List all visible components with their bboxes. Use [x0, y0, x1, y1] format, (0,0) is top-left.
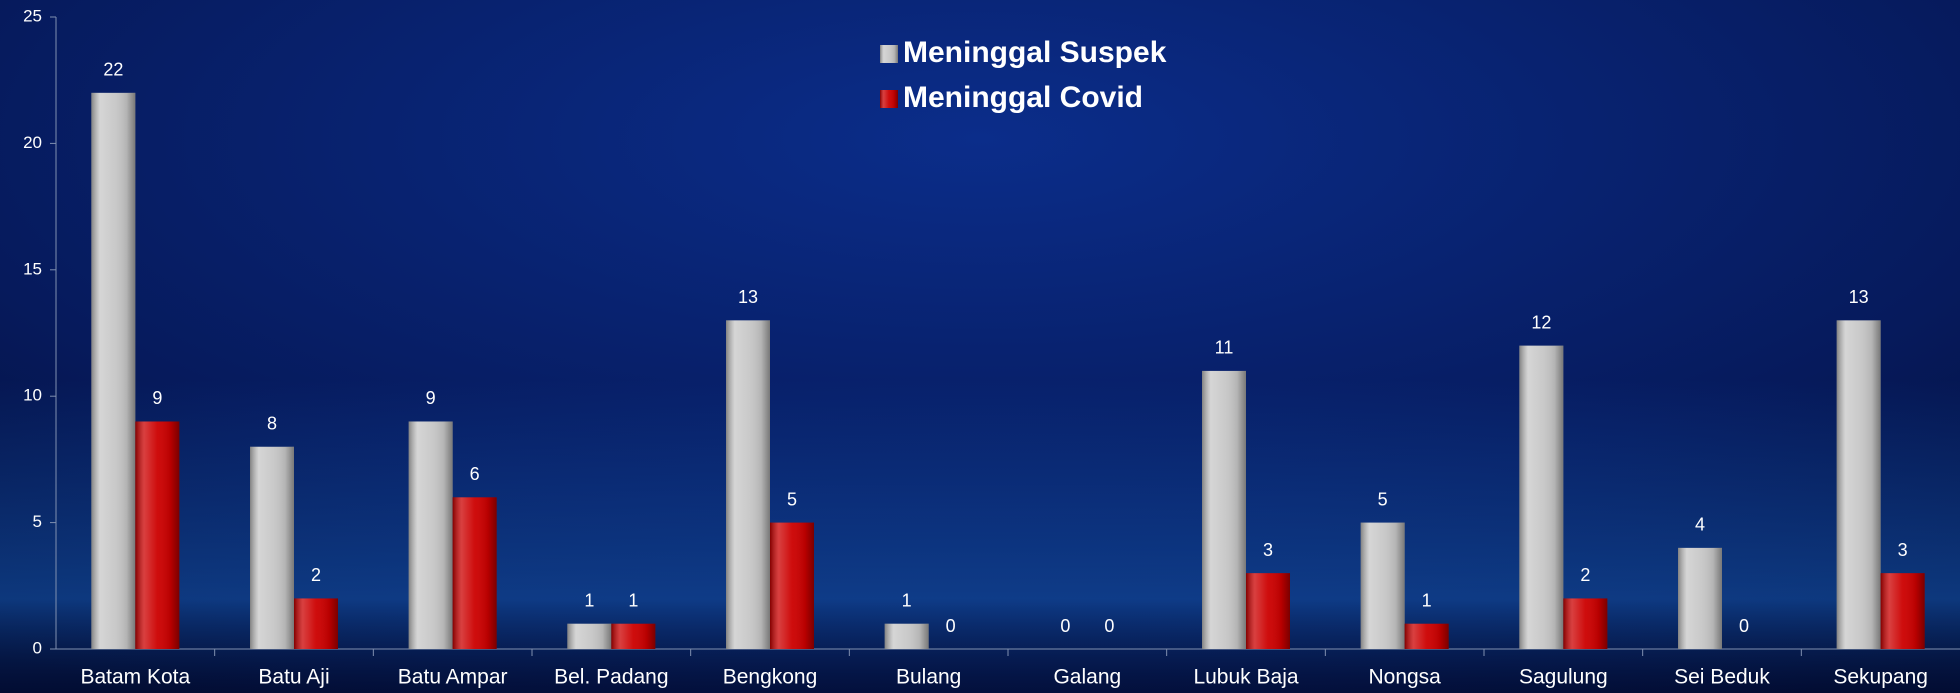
data-label: 12	[1531, 312, 1551, 332]
y-tick-label: 20	[23, 133, 42, 152]
bar-bevel	[611, 623, 656, 649]
data-label: 3	[1898, 540, 1908, 560]
x-tick-label: Batu Ampar	[398, 666, 508, 689]
bar-bevel	[1246, 573, 1290, 649]
data-label: 9	[152, 388, 162, 408]
data-label: 1	[584, 590, 594, 610]
bar-bevel	[1880, 573, 1925, 649]
bar-bevel	[452, 497, 497, 649]
data-label: 2	[1580, 565, 1590, 585]
data-label: 0	[1060, 616, 1070, 636]
x-tick-label: Lubuk Baja	[1193, 666, 1298, 689]
legend-swatch-bevel	[880, 90, 898, 108]
data-label: 9	[426, 388, 436, 408]
data-label: 13	[1849, 287, 1869, 307]
data-label: 1	[628, 590, 638, 610]
x-tick-label: Bel. Padang	[554, 666, 668, 689]
legend-swatch-bevel	[880, 45, 898, 63]
y-tick-label: 15	[23, 259, 42, 278]
x-tick-label: Sekupang	[1833, 666, 1928, 689]
legend-label: Meninggal Covid	[903, 81, 1143, 114]
x-tick-label: Batam Kota	[80, 666, 190, 689]
data-label: 13	[738, 287, 758, 307]
bar-bevel	[726, 320, 770, 649]
bar-bevel	[1836, 320, 1881, 649]
bar-bevel	[1563, 598, 1608, 649]
data-label: 22	[103, 60, 123, 80]
bar-bevel	[1678, 547, 1722, 649]
legend-label: Meninggal Suspek	[903, 36, 1167, 69]
data-label: 11	[1215, 338, 1234, 358]
bar-bevel	[567, 623, 612, 649]
data-label: 0	[1104, 616, 1114, 636]
bar-bevel	[1519, 345, 1564, 649]
x-tick-label: Batu Aji	[258, 666, 329, 689]
data-label: 6	[470, 464, 480, 484]
data-label: 0	[1739, 616, 1749, 636]
data-label: 5	[1378, 489, 1388, 509]
data-label: 8	[267, 414, 277, 434]
data-label: 4	[1695, 515, 1705, 535]
x-tick-label: Nongsa	[1368, 666, 1441, 689]
x-tick-label: Galang	[1053, 666, 1121, 689]
data-label: 1	[902, 590, 912, 610]
bar-bevel	[91, 92, 136, 650]
bar-bevel	[1404, 623, 1449, 649]
y-tick-label: 25	[23, 6, 42, 25]
bar-bevel	[135, 421, 180, 649]
bar-bevel	[408, 421, 453, 649]
bar-bevel	[884, 623, 929, 649]
bar-bevel	[770, 522, 814, 649]
bar-bevel	[1360, 522, 1405, 649]
x-tick-label: Bengkong	[723, 666, 818, 689]
x-tick-label: Sagulung	[1519, 666, 1608, 689]
x-tick-label: Bulang	[896, 666, 961, 689]
x-tick-label: Sei Beduk	[1674, 666, 1770, 689]
bar-bevel	[1202, 370, 1246, 649]
data-label: 5	[787, 489, 797, 509]
bar-bevel	[250, 446, 294, 649]
data-label: 0	[946, 616, 956, 636]
y-tick-label: 5	[33, 512, 42, 531]
bar-bevel	[294, 598, 338, 649]
data-label: 2	[311, 565, 321, 585]
y-tick-label: 0	[33, 638, 42, 657]
data-label: 3	[1263, 540, 1273, 560]
y-tick-label: 10	[23, 386, 42, 405]
data-label: 1	[1422, 590, 1432, 610]
